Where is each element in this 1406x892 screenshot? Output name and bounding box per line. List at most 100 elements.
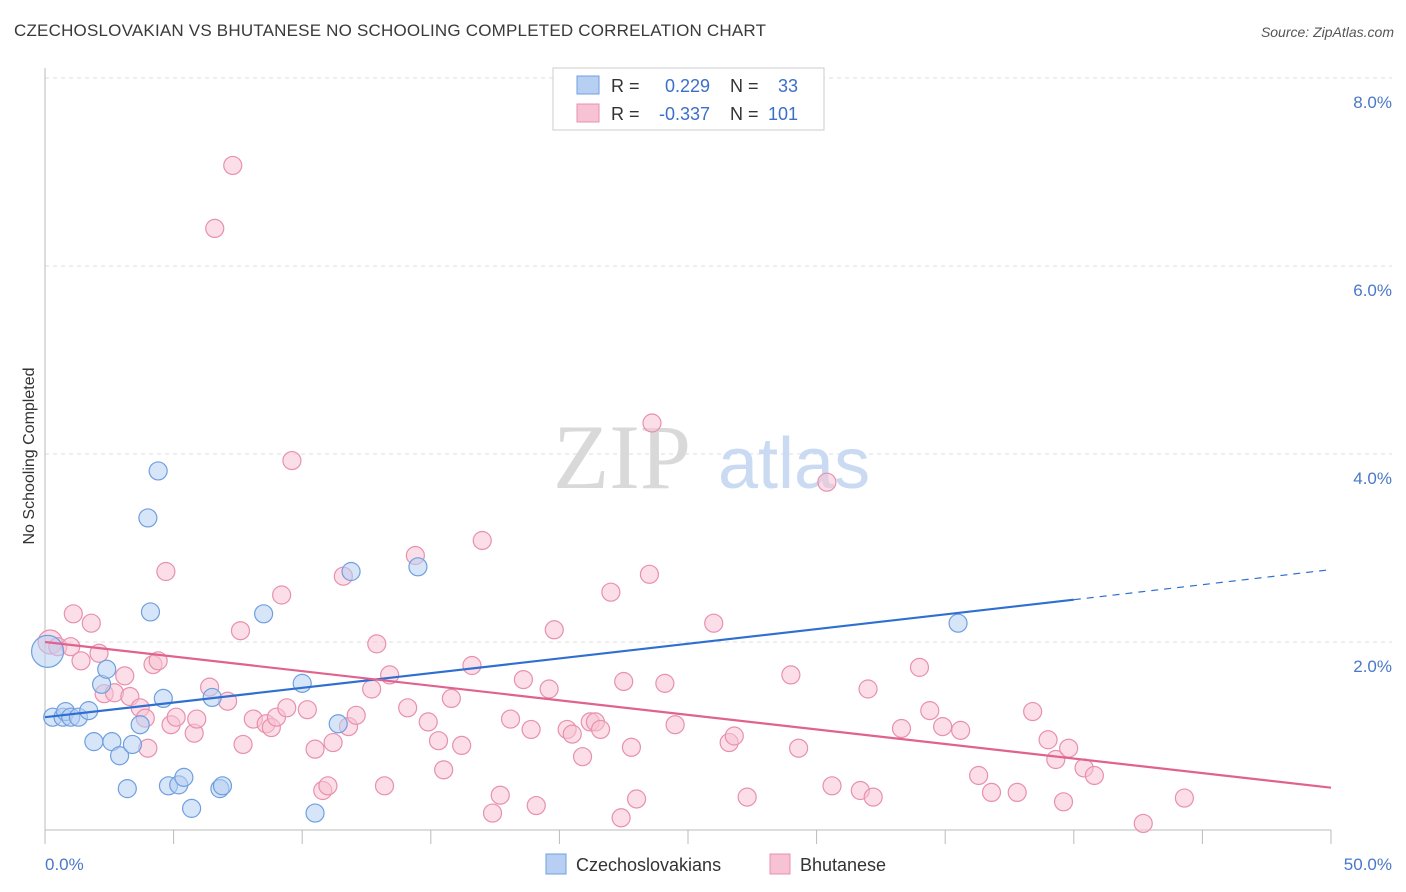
bhutanese-point-80 <box>724 726 744 746</box>
bhutanese-point-41 <box>346 705 366 725</box>
czechoslovakians-point-29 <box>328 714 348 734</box>
czechoslovakians-point-30 <box>341 561 361 582</box>
x-tick-label-max: 50.0% <box>1344 855 1392 874</box>
bhutanese-point-4 <box>71 651 91 671</box>
czechoslovakians-point-7 <box>84 732 104 752</box>
legend-n-label-1: N = <box>730 76 759 96</box>
watermark-atlas: atlas <box>718 424 870 504</box>
bhutanese-point-68 <box>590 719 611 740</box>
correlation-legend: R = 0.229 N = 33 R = -0.337 N = 101 <box>552 67 825 131</box>
bhutanese-point-59 <box>521 719 541 740</box>
bhutanese-trend-line <box>44 640 1332 789</box>
y-tick-label-4: 4.0% <box>1353 469 1392 488</box>
chart-title: CZECHOSLOVAKIAN VS BHUTANESE NO SCHOOLIN… <box>14 21 767 40</box>
czechoslovakians-point-15 <box>138 508 158 528</box>
bhutanese-point-43 <box>367 634 387 654</box>
legend-n-label-2: N = <box>730 104 759 124</box>
czechoslovakians-trend-line <box>44 598 1074 719</box>
bhutanese-point-83 <box>788 738 809 758</box>
bhutanese-point-105 <box>1174 788 1194 808</box>
series-legend-label-bhutanese: Bhutanese <box>800 855 886 875</box>
bhutanese-point-70 <box>611 808 631 828</box>
y-tick-label-6: 6.0% <box>1353 281 1392 300</box>
bhutanese-point-84 <box>817 472 837 492</box>
bhutanese-point-53 <box>462 655 482 676</box>
legend-r-value-1: 0.229 <box>665 76 710 96</box>
source-label: Source: ZipAtlas.com <box>1260 24 1394 40</box>
bhutanese-point-34 <box>297 700 317 720</box>
bhutanese-point-71 <box>614 671 634 692</box>
bhutanese-point-95 <box>981 782 1002 803</box>
bhutanese-point-94 <box>969 765 989 786</box>
bhutanese-point-69 <box>601 582 621 602</box>
bhutanese-point-96 <box>1007 782 1027 803</box>
bhutanese-point-61 <box>539 679 559 699</box>
czechoslovakians-point-32 <box>948 613 968 633</box>
bhutanese-point-22 <box>205 218 225 238</box>
czechoslovakians-point-26 <box>254 604 274 624</box>
bhutanese-point-93 <box>951 720 971 740</box>
bhutanese-point-90 <box>909 657 930 677</box>
czechoslovakians-point-17 <box>148 461 168 481</box>
bhutanese-point-9 <box>115 666 135 686</box>
czechoslovakians-point-12 <box>117 779 137 799</box>
czechoslovakians-point-27 <box>292 673 312 693</box>
bhutanese-point-75 <box>639 564 660 584</box>
bhutanese-point-74 <box>642 413 662 433</box>
czechoslovakians-point-13 <box>122 734 143 755</box>
bhutanese-point-32 <box>277 698 297 718</box>
bhutanese-point-5 <box>81 613 101 633</box>
bhutanese-point-82 <box>781 665 801 685</box>
watermark-zip: ZIP <box>553 406 691 508</box>
czechoslovakians-point-9 <box>97 659 117 679</box>
bhutanese-point-56 <box>490 785 510 805</box>
bhutanese-point-18 <box>166 707 186 727</box>
czechoslovakians-trend-extension <box>1073 569 1332 601</box>
bhutanese-point-16 <box>156 561 176 582</box>
bhutanese-point-64 <box>562 724 582 744</box>
bhutanese-point-42 <box>362 679 382 699</box>
bhutanese-point-48 <box>418 712 438 732</box>
bhutanese-point-104 <box>1133 813 1153 834</box>
czechoslovakians-point-22 <box>182 798 202 818</box>
czechoslovakians-point-16 <box>140 602 161 622</box>
series-legend-label-czechoslovakians: Czechoslovakians <box>576 855 721 875</box>
czechoslovakians-point-25 <box>212 776 233 796</box>
grid-lines <box>45 77 1392 643</box>
czechoslovakians-point-0 <box>30 634 65 669</box>
bhutanese-point-50 <box>434 760 454 780</box>
bhutanese-point-65 <box>572 747 593 767</box>
bhutanese-point-62 <box>544 620 564 640</box>
bhutanese-point-89 <box>891 718 912 739</box>
czechoslovakians-point-28 <box>305 803 325 823</box>
czechoslovakians-point-14 <box>130 715 150 735</box>
bhutanese-point-98 <box>1038 730 1058 750</box>
bhutanese-point-55 <box>482 803 503 823</box>
series-legend-swatch-blue <box>545 853 567 875</box>
legend-n-value-1: 33 <box>778 76 798 96</box>
legend-n-value-2: 101 <box>768 104 798 124</box>
x-axis-ticks <box>44 830 1332 844</box>
bhutanese-point-85 <box>822 776 842 796</box>
bhutanese-point-52 <box>452 735 472 756</box>
bhutanese-point-73 <box>626 789 647 809</box>
bhutanese-point-72 <box>621 737 642 757</box>
bhutanese-point-91 <box>920 701 940 721</box>
bhutanese-point-88 <box>863 787 883 807</box>
czechoslovakians-point-21 <box>174 767 194 787</box>
bhutanese-point-26 <box>233 734 253 755</box>
y-tick-label-2: 2.0% <box>1353 657 1392 676</box>
legend-r-label-2: R = <box>611 104 640 124</box>
czechoslovakians-point-31 <box>408 557 428 577</box>
series-legend-swatch-pink <box>769 853 791 875</box>
bhutanese-point-78 <box>704 613 724 633</box>
legend-r-label-1: R = <box>611 76 640 96</box>
bhutanese-point-24 <box>223 155 243 176</box>
y-axis-label: No Schooling Completed <box>21 368 38 545</box>
legend-swatch-pink <box>576 103 600 123</box>
bhutanese-point-49 <box>428 731 449 751</box>
bhutanese-point-35 <box>305 739 325 759</box>
bhutanese-point-81 <box>737 787 757 807</box>
bhutanese-point-58 <box>513 669 533 690</box>
